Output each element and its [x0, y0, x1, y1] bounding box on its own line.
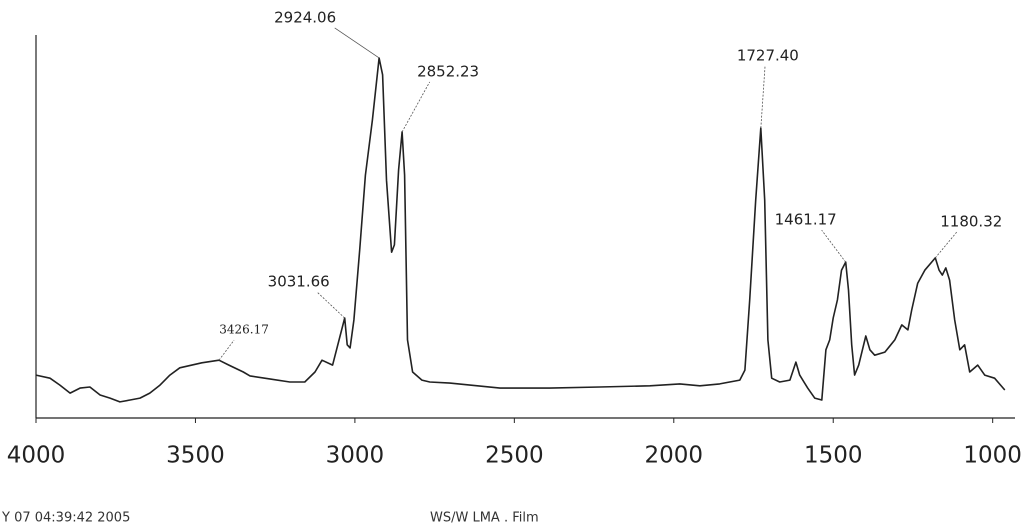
footer-left: Y 07 04:39:42 2005	[1, 511, 130, 526]
peak-label: 2852.23	[417, 62, 479, 80]
peak-leader	[316, 291, 345, 319]
x-tick-label: 1500	[804, 443, 863, 469]
peak-label: 1727.40	[737, 47, 799, 65]
x-tick-label: 2500	[485, 443, 544, 469]
peak-label: 3031.66	[268, 273, 330, 291]
x-tick-label: 3000	[326, 443, 385, 469]
x-tick-label: 3500	[166, 443, 225, 469]
peak-label: 1461.17	[775, 211, 837, 229]
x-tick-label: 4000	[7, 443, 66, 469]
peak-leader	[401, 81, 431, 133]
peak-label: 2924.06	[274, 8, 336, 26]
peak-leader	[334, 27, 380, 59]
x-tick-label: 2000	[645, 443, 704, 469]
peak-leader	[821, 229, 846, 263]
peak-leader	[218, 339, 235, 361]
peak-label: 1180.32	[940, 212, 1002, 230]
peak-label: 3426.17	[219, 323, 269, 337]
spectrum-line	[35, 57, 1006, 403]
peak-leader	[760, 66, 766, 129]
peak-leader	[934, 231, 958, 259]
footer-right: WS/W LMA . Film	[430, 511, 539, 526]
x-tick-label: 1000	[963, 443, 1022, 469]
